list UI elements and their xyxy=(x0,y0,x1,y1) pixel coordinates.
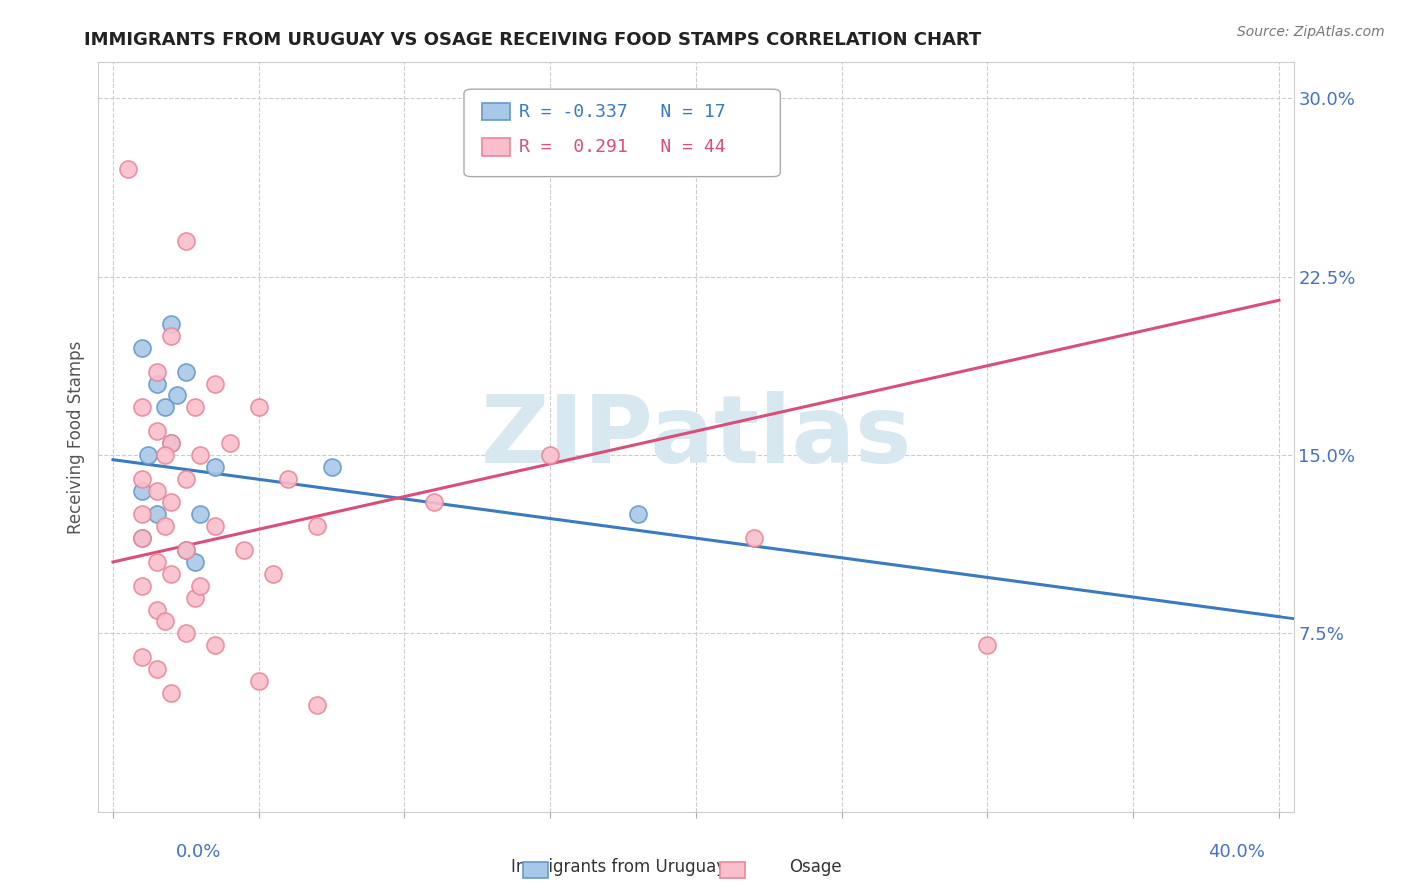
Point xyxy=(131,531,153,545)
Text: Immigrants from Uruguay: Immigrants from Uruguay xyxy=(510,858,727,876)
Point xyxy=(190,448,212,462)
Text: Source: ZipAtlas.com: Source: ZipAtlas.com xyxy=(1237,25,1385,39)
Point xyxy=(131,472,153,486)
Point xyxy=(131,650,153,665)
Point xyxy=(538,448,561,462)
Point xyxy=(160,317,183,331)
Point xyxy=(204,376,226,391)
Point xyxy=(131,341,153,355)
Point xyxy=(190,508,212,522)
Text: 40.0%: 40.0% xyxy=(1209,843,1265,861)
Point xyxy=(131,508,153,522)
Point xyxy=(155,401,177,415)
Point xyxy=(247,673,270,688)
Point xyxy=(976,638,998,652)
Point xyxy=(145,555,167,569)
Point xyxy=(174,472,197,486)
Point xyxy=(233,543,256,558)
Point xyxy=(321,459,343,474)
Point xyxy=(117,162,139,177)
Point xyxy=(174,365,197,379)
Point xyxy=(145,662,167,676)
Point xyxy=(277,472,299,486)
Point xyxy=(262,566,284,581)
Point xyxy=(160,686,183,700)
Point xyxy=(204,459,226,474)
Point xyxy=(131,579,153,593)
Point xyxy=(174,626,197,640)
Point xyxy=(742,531,765,545)
Point xyxy=(145,365,167,379)
Point xyxy=(145,424,167,438)
Point xyxy=(145,508,167,522)
Point xyxy=(174,234,197,248)
Point xyxy=(190,579,212,593)
Point xyxy=(183,401,205,415)
Point xyxy=(305,519,328,533)
Y-axis label: Receiving Food Stamps: Receiving Food Stamps xyxy=(66,341,84,533)
Point xyxy=(160,566,183,581)
Point xyxy=(183,555,205,569)
Point xyxy=(218,436,240,450)
Point xyxy=(160,329,183,343)
Point xyxy=(204,638,226,652)
Text: Osage: Osage xyxy=(789,858,842,876)
Point xyxy=(131,401,153,415)
Point xyxy=(160,436,183,450)
Point xyxy=(166,388,188,402)
Text: IMMIGRANTS FROM URUGUAY VS OSAGE RECEIVING FOOD STAMPS CORRELATION CHART: IMMIGRANTS FROM URUGUAY VS OSAGE RECEIVI… xyxy=(84,31,981,49)
Text: 0.0%: 0.0% xyxy=(176,843,221,861)
Point xyxy=(183,591,205,605)
Point xyxy=(174,543,197,558)
Point xyxy=(145,602,167,616)
Point xyxy=(155,615,177,629)
Point xyxy=(131,531,153,545)
Point xyxy=(155,448,177,462)
Text: ZIPatlas: ZIPatlas xyxy=(481,391,911,483)
Point xyxy=(145,483,167,498)
Point xyxy=(155,519,177,533)
Point xyxy=(131,483,153,498)
Point xyxy=(305,698,328,712)
Point xyxy=(422,495,444,509)
Point xyxy=(160,436,183,450)
Text: R = -0.337   N = 17: R = -0.337 N = 17 xyxy=(519,103,725,120)
Point xyxy=(174,543,197,558)
Point xyxy=(204,519,226,533)
Point xyxy=(160,495,183,509)
Point xyxy=(136,448,159,462)
Point xyxy=(627,508,650,522)
Point xyxy=(145,376,167,391)
Text: R =  0.291   N = 44: R = 0.291 N = 44 xyxy=(519,138,725,156)
Point xyxy=(247,401,270,415)
